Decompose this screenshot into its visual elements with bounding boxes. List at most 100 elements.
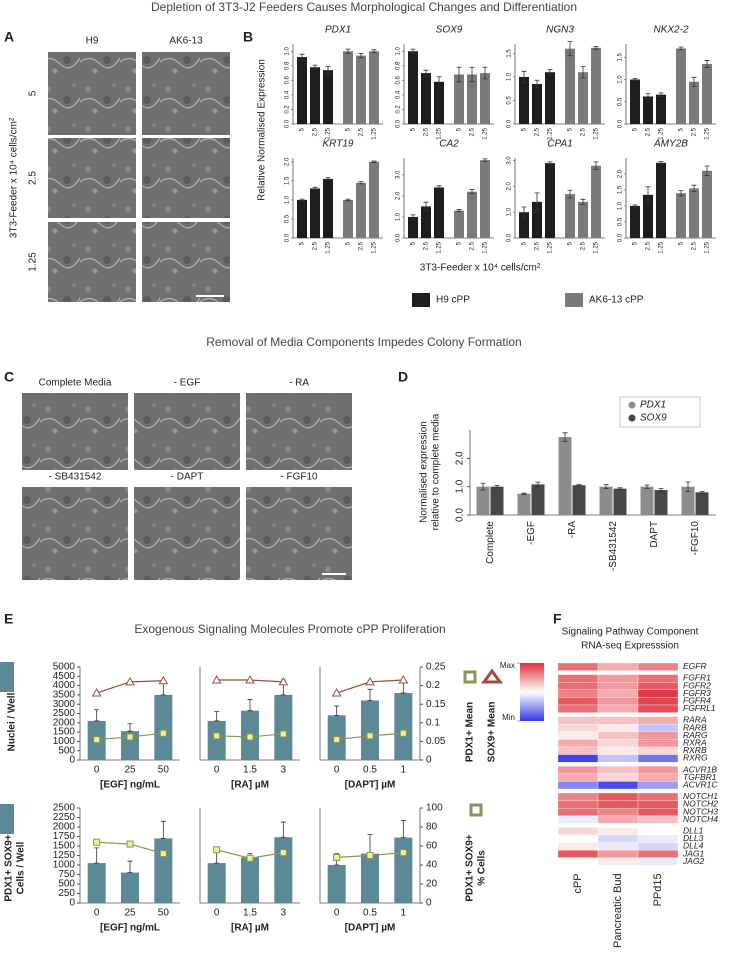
panel-title: Exogenous Signaling Molecules Promote cP… — [134, 622, 445, 636]
image-label: - FGF10 — [280, 472, 318, 483]
image-label: - RA — [289, 378, 309, 389]
error-bar — [644, 484, 650, 489]
colorbar-label: Max — [500, 661, 515, 670]
error-bar — [280, 821, 286, 838]
y2-tick-label: 0.15 — [426, 699, 446, 710]
bar — [394, 837, 413, 903]
error-bar — [423, 201, 429, 212]
x-tick-label: 1.25 — [594, 241, 600, 253]
line-marker — [366, 732, 374, 740]
line-marker — [93, 736, 101, 744]
legend-label: SOX9 — [640, 413, 667, 424]
panel-letter: D — [398, 369, 408, 385]
x-tick-label: 0 — [94, 765, 100, 776]
bar — [154, 694, 173, 760]
y-tick-label: 0.0 — [396, 233, 402, 242]
gene-title: NGN3 — [546, 25, 574, 36]
y-tick-label: 1.0 — [396, 212, 402, 221]
error-bar — [247, 699, 253, 712]
error-bar — [371, 49, 377, 54]
x-tick-label: 5 — [346, 241, 352, 245]
legend-swatch — [412, 293, 430, 307]
y-tick-label: 0.5 — [618, 97, 624, 106]
bar — [545, 72, 555, 124]
error-bar — [358, 181, 364, 185]
panel-letter: F — [553, 611, 562, 627]
bar — [369, 51, 379, 124]
y-tick-label: 1.0 — [618, 201, 624, 210]
column-label: AK6-13 — [169, 36, 203, 47]
x-tick-label: 5 — [633, 127, 639, 131]
bar — [643, 194, 653, 238]
error-bar — [704, 60, 710, 68]
line-marker — [213, 732, 221, 740]
bar — [476, 486, 490, 515]
y-tick-label: 250 — [58, 888, 75, 899]
heatmap-cell — [637, 731, 679, 740]
micrograph — [246, 487, 352, 580]
bar — [630, 206, 640, 238]
heatmap-cell — [557, 773, 599, 782]
x-tick-label: 0 — [94, 908, 100, 919]
error-bar — [358, 53, 364, 59]
y-tick-label: 1.0 — [455, 479, 466, 493]
heatmap-cell — [557, 716, 599, 725]
gene-label: NOTCH4 — [683, 814, 718, 824]
gene-title: SOX9 — [436, 25, 463, 36]
x-tick-label: 1.5 — [243, 908, 257, 919]
x-tick-label: 2.5 — [535, 127, 541, 136]
y-tick-label: 2.0 — [618, 169, 624, 178]
error-bar — [325, 66, 331, 75]
x-tick-label: 1 — [401, 908, 407, 919]
error-bar — [534, 192, 540, 212]
row-marker — [0, 662, 14, 692]
gene-title: PDX1 — [325, 25, 351, 36]
error-bar — [160, 820, 166, 839]
legend-label: PDX1 — [640, 400, 666, 411]
y-tick-label: 1000 — [53, 736, 76, 747]
bar — [572, 485, 586, 515]
y-tick-label: 0.6 — [396, 76, 402, 85]
axis-label: 3T3-Feeder x 10⁴ cells/cm² — [9, 117, 20, 238]
error-bar — [494, 485, 500, 489]
line-marker — [213, 846, 221, 854]
error-bar — [691, 76, 697, 87]
error-bar — [603, 484, 609, 490]
x-tick-label: 1.25 — [705, 241, 711, 253]
gene-title: AMY2B — [653, 139, 688, 150]
x-tick-label: 0 — [334, 908, 340, 919]
error-bar — [127, 723, 133, 732]
line-marker — [399, 849, 407, 857]
y2-tick-label: 0.1 — [426, 717, 440, 728]
x-tick-label: 2.5 — [359, 127, 365, 136]
line-marker — [126, 840, 134, 848]
heatmap-cell — [557, 724, 599, 732]
x-tick-label: 2.5 — [470, 241, 476, 250]
micrograph — [142, 222, 230, 302]
bar — [531, 484, 545, 515]
y2-tick-label: 0 — [426, 898, 432, 909]
bar — [676, 193, 686, 238]
line-marker — [211, 675, 222, 684]
panel-letter: B — [243, 29, 253, 45]
x-tick-label: 1.25 — [659, 127, 665, 139]
error-bar — [456, 209, 462, 213]
heatmap-cell — [557, 827, 599, 836]
axis-label: Cells / Well — [16, 841, 27, 894]
axis — [319, 667, 420, 761]
bar — [558, 437, 572, 515]
micrograph — [48, 52, 136, 135]
heatmap-cell — [637, 704, 679, 713]
x-tick-label: 1.25 — [326, 127, 332, 139]
bar — [87, 863, 106, 903]
heatmap-cell — [637, 746, 679, 755]
error-bar — [410, 48, 416, 54]
micrograph — [48, 138, 136, 218]
colorbar — [520, 663, 544, 721]
x-tick-label: 2.5 — [424, 127, 430, 136]
y-tick-label: 3000 — [53, 699, 76, 710]
bar — [323, 178, 333, 238]
bar — [643, 96, 653, 124]
error-bar — [593, 45, 599, 50]
x-tick-label: 1.25 — [437, 127, 443, 139]
